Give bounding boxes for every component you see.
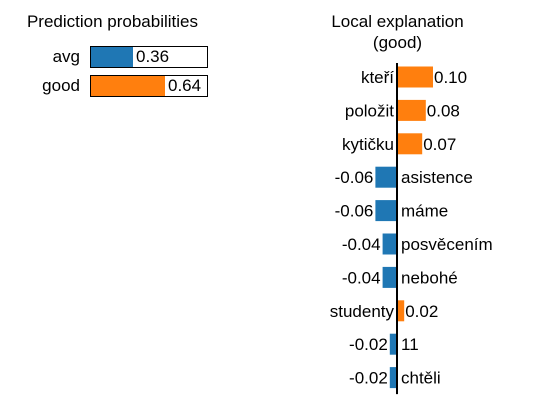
probability-bar-good: 0.64 bbox=[90, 75, 208, 97]
feature-label: položit bbox=[345, 101, 394, 120]
bar-kytičku bbox=[397, 133, 423, 155]
feature-label: asistence bbox=[401, 168, 473, 187]
local-explanation-subtitle: (good) bbox=[372, 33, 423, 52]
feature-label: kytičku bbox=[342, 135, 394, 154]
local-explanation-chart: kteří 0.10 položit 0.08 kytičku 0.07 asistence… bbox=[330, 63, 493, 395]
probability-value-good: 0.64 bbox=[168, 76, 202, 95]
local-explanation-title: Local explanation bbox=[331, 12, 464, 31]
probability-fill-good bbox=[91, 76, 165, 96]
class-label-avg: avg bbox=[52, 47, 80, 66]
probability-bar-avg: 0.36 bbox=[90, 46, 208, 68]
bar-asistence bbox=[375, 166, 397, 188]
feature-label: máme bbox=[401, 202, 448, 221]
feature-label: chtěli bbox=[401, 369, 441, 388]
bar-studenty bbox=[397, 300, 405, 322]
bar-položit bbox=[397, 99, 426, 121]
bar-kteří bbox=[397, 66, 433, 88]
bar-nebohé bbox=[382, 266, 397, 288]
value-label: -0.06 bbox=[335, 168, 374, 187]
bar-chtěli bbox=[389, 367, 397, 389]
value-label: -0.02 bbox=[349, 335, 388, 354]
value-label: 0.10 bbox=[434, 68, 467, 87]
feature-label: 11 bbox=[401, 335, 419, 354]
value-label: 0.07 bbox=[423, 135, 456, 154]
probability-value-avg: 0.36 bbox=[136, 47, 170, 66]
prediction-probabilities-panel: Prediction probabilities avg 0.36 good 0… bbox=[0, 0, 250, 120]
value-label: -0.02 bbox=[349, 369, 388, 388]
value-label: -0.04 bbox=[342, 235, 381, 254]
local-explanation-panel: Local explanation (good) kteří 0.10 položi… bbox=[290, 0, 551, 411]
prediction-probabilities-title: Prediction probabilities bbox=[26, 12, 199, 31]
feature-label: nebohé bbox=[401, 268, 458, 287]
feature-label: posvěcením bbox=[401, 235, 493, 254]
value-label: -0.06 bbox=[335, 202, 374, 221]
bar-posvěcením bbox=[382, 233, 397, 255]
feature-label: kteří bbox=[361, 68, 394, 87]
bar-11 bbox=[389, 333, 397, 355]
value-label: 0.08 bbox=[427, 101, 460, 120]
value-label: 0.02 bbox=[405, 302, 438, 321]
value-label: -0.04 bbox=[342, 268, 381, 287]
probability-fill-avg bbox=[91, 47, 133, 67]
class-label-good: good bbox=[42, 76, 80, 95]
bar-máme bbox=[375, 200, 397, 222]
feature-label: studenty bbox=[330, 302, 395, 321]
